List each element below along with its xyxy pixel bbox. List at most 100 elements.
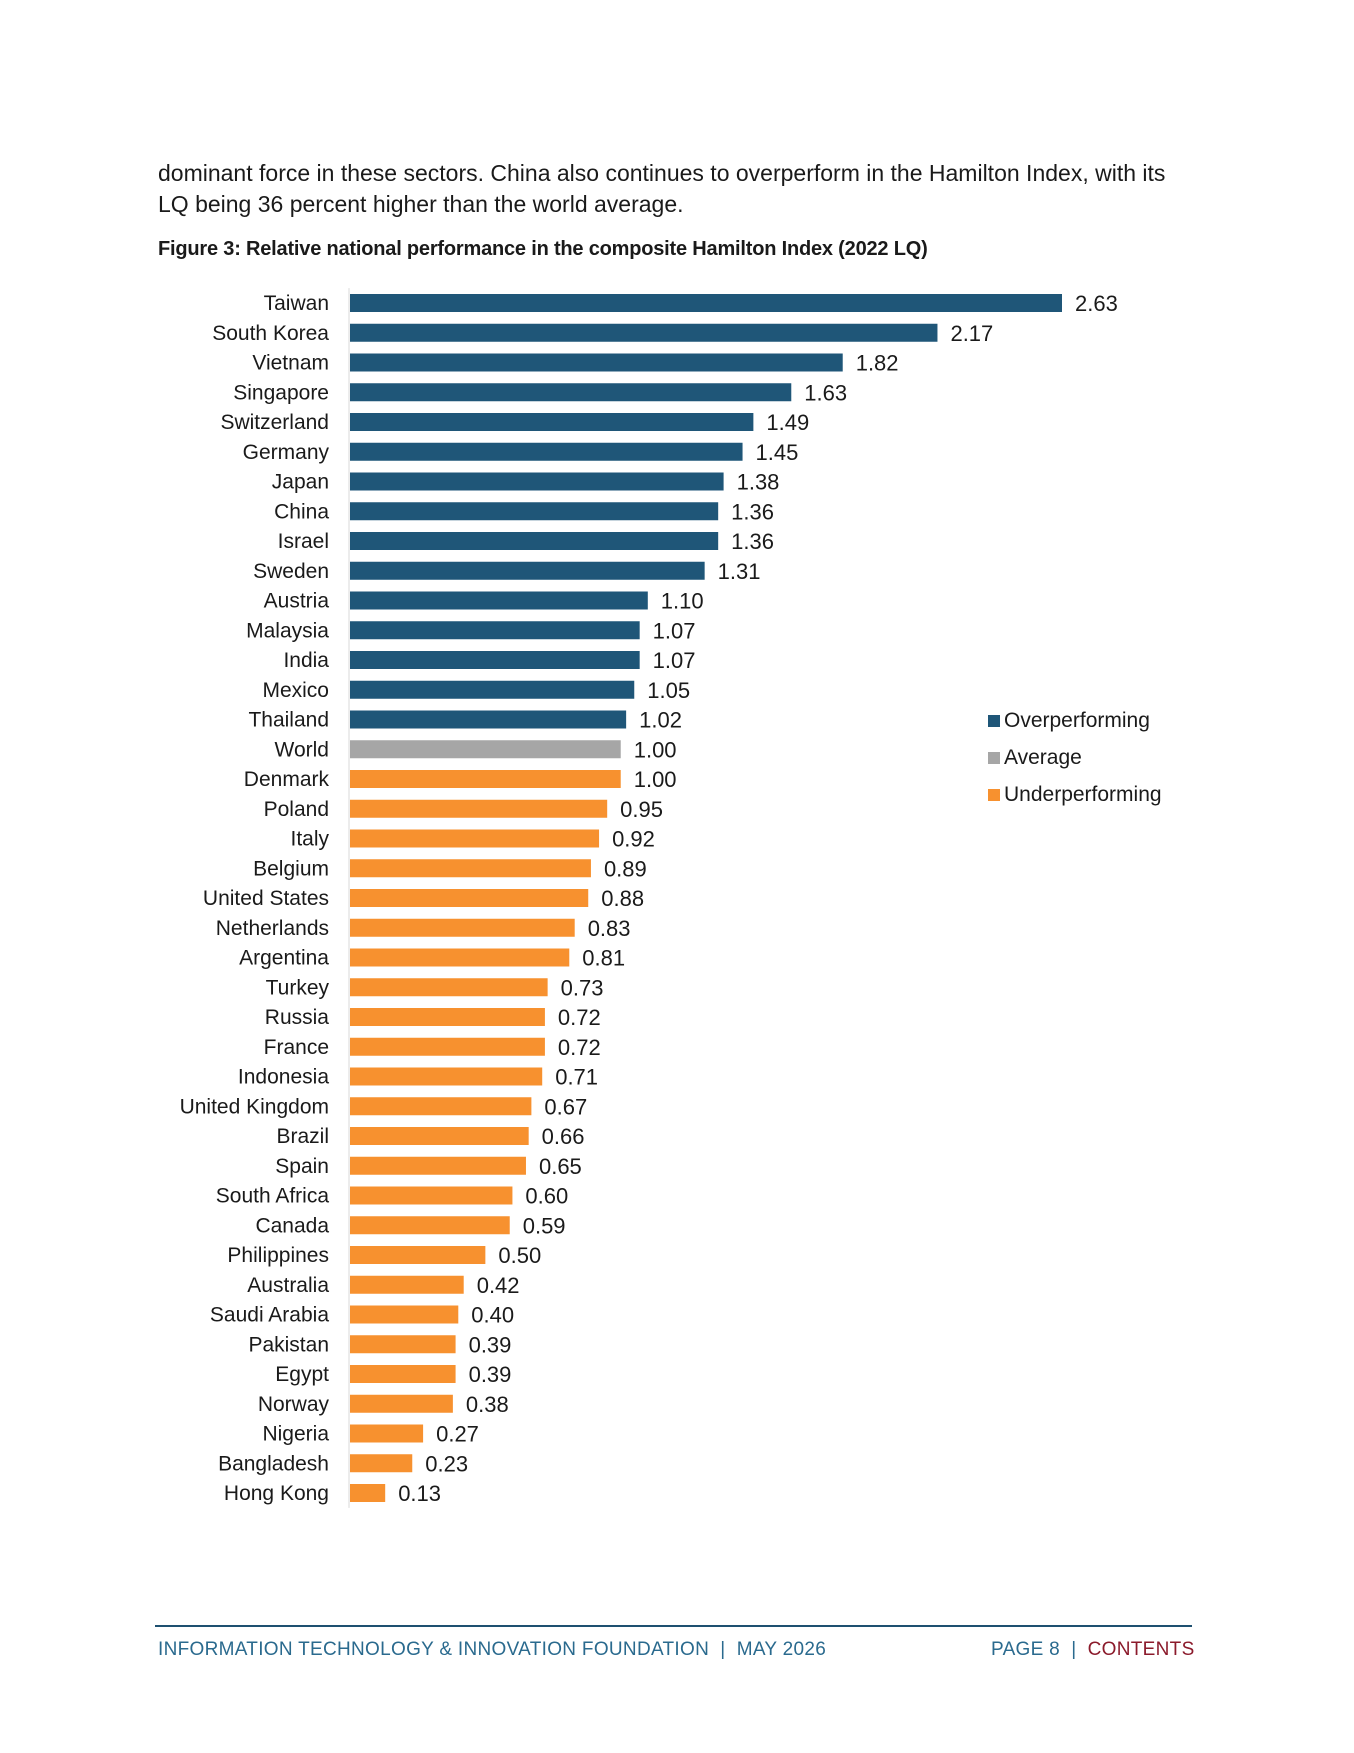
bar xyxy=(350,1365,456,1383)
data-label: 0.60 xyxy=(525,1184,568,1209)
bar xyxy=(350,383,792,402)
data-label: 1.07 xyxy=(653,618,696,643)
data-label: 0.67 xyxy=(544,1094,587,1119)
category-label: India xyxy=(283,649,329,672)
data-label: 0.40 xyxy=(471,1303,514,1328)
legend-label-overperforming: Overperforming xyxy=(1004,708,1150,732)
category-label: Austria xyxy=(264,590,330,613)
legend-label-underperforming: Underperforming xyxy=(1004,782,1162,806)
bar xyxy=(350,770,621,788)
category-label: World xyxy=(275,738,329,761)
bar xyxy=(350,1186,513,1205)
data-label: 0.83 xyxy=(588,916,631,941)
data-label: 1.49 xyxy=(766,410,809,435)
data-label: 2.63 xyxy=(1075,291,1118,316)
footer-divider xyxy=(155,1625,1192,1627)
category-label: Mexico xyxy=(262,679,329,702)
data-label: 0.39 xyxy=(469,1332,512,1357)
bar xyxy=(350,1335,456,1354)
bar xyxy=(350,472,724,491)
data-label: 0.42 xyxy=(477,1273,520,1298)
bar xyxy=(350,591,648,610)
data-label: 1.36 xyxy=(731,529,774,554)
category-label: Russia xyxy=(265,1006,330,1029)
bar xyxy=(350,799,608,818)
data-label: 1.63 xyxy=(804,380,847,405)
data-label: 0.71 xyxy=(555,1065,598,1090)
footer-page-number: PAGE 8 xyxy=(991,1639,1061,1660)
category-label: Taiwan xyxy=(264,292,329,315)
legend-item-underperforming: Underperforming xyxy=(988,776,1162,813)
data-label: 0.59 xyxy=(523,1213,566,1238)
data-label: 0.81 xyxy=(582,946,625,971)
bar xyxy=(350,978,548,997)
category-label: Sweden xyxy=(253,560,329,583)
category-label: Israel xyxy=(278,530,329,553)
data-label: 0.23 xyxy=(425,1451,468,1476)
data-label: 0.38 xyxy=(466,1392,509,1417)
bar xyxy=(350,1037,545,1056)
bar xyxy=(350,294,1062,312)
category-label: Vietnam xyxy=(252,352,329,375)
chart-legend: Overperforming Average Underperforming xyxy=(988,702,1162,813)
bar xyxy=(350,918,575,937)
bar xyxy=(350,651,640,669)
bar xyxy=(350,1156,526,1175)
bar xyxy=(350,442,743,461)
bar xyxy=(350,1216,510,1235)
data-label: 0.50 xyxy=(498,1243,541,1268)
bar xyxy=(350,1246,486,1264)
category-label: Belgium xyxy=(253,857,329,880)
bar xyxy=(350,829,600,848)
bar xyxy=(350,1305,459,1324)
data-label: 1.02 xyxy=(639,708,682,733)
bar xyxy=(350,710,627,729)
category-label: Egypt xyxy=(275,1363,329,1386)
data-label: 1.10 xyxy=(661,589,704,614)
legend-item-overperforming: Overperforming xyxy=(988,702,1162,739)
data-label: 0.65 xyxy=(539,1154,582,1179)
category-label: Singapore xyxy=(233,381,329,404)
data-label: 0.89 xyxy=(604,856,647,881)
data-label: 1.38 xyxy=(737,470,780,495)
category-label: Switzerland xyxy=(220,411,329,434)
bar xyxy=(350,413,754,431)
category-label: Turkey xyxy=(266,976,330,999)
bar xyxy=(350,680,635,699)
data-label: 1.07 xyxy=(653,648,696,673)
data-label: 0.72 xyxy=(558,1005,601,1030)
bar xyxy=(350,353,843,372)
bar xyxy=(350,502,719,521)
category-label: Netherlands xyxy=(216,917,329,940)
category-label: United States xyxy=(203,887,329,910)
bar xyxy=(350,948,570,967)
category-label: Malaysia xyxy=(246,619,329,642)
data-label: 2.17 xyxy=(950,321,993,346)
data-label: 1.31 xyxy=(718,559,761,584)
data-label: 1.36 xyxy=(731,499,774,524)
category-label: Germany xyxy=(243,441,330,464)
bar xyxy=(350,1127,529,1145)
category-label: South Africa xyxy=(216,1185,330,1208)
bar xyxy=(350,532,719,550)
data-label: 1.00 xyxy=(634,767,677,792)
bar xyxy=(350,740,621,759)
legend-swatch-underperforming xyxy=(988,788,1000,801)
bar xyxy=(350,1067,543,1086)
bar xyxy=(350,1394,453,1413)
category-label: Hong Kong xyxy=(224,1482,329,1505)
legend-item-average: Average xyxy=(988,739,1162,776)
bar xyxy=(350,1008,545,1026)
bar xyxy=(350,1275,464,1294)
data-label: 1.00 xyxy=(634,737,677,762)
contents-link[interactable]: CONTENTS xyxy=(1087,1639,1195,1660)
legend-swatch-average xyxy=(988,751,1000,764)
bar xyxy=(350,1097,532,1116)
category-label: Pakistan xyxy=(248,1333,329,1356)
bar-chart: Taiwan 2.63 South Korea 2.17 Vietnam 1.82 Sing… xyxy=(180,288,1118,1508)
category-label: Argentina xyxy=(239,947,329,970)
category-label: Saudi Arabia xyxy=(210,1304,329,1327)
footer-separator: | xyxy=(720,1639,726,1660)
data-label: 0.95 xyxy=(620,797,663,822)
category-label: Nigeria xyxy=(262,1423,329,1446)
